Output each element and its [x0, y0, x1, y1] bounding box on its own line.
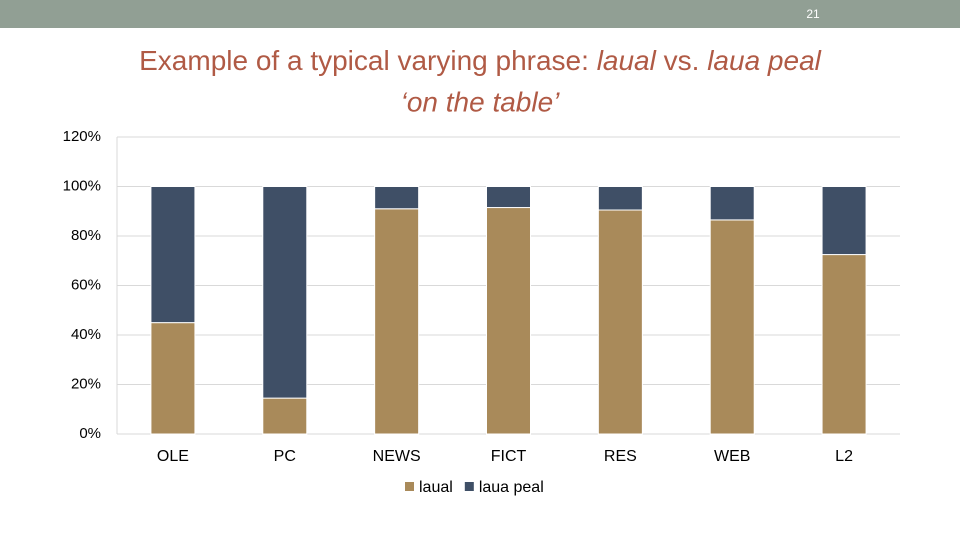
bar-segment	[709, 219, 755, 435]
title-text: vs.	[656, 45, 707, 76]
bar-segment	[150, 186, 196, 324]
y-tick-label: 100%	[63, 177, 101, 194]
bar-segment	[486, 207, 531, 435]
x-tick-label: OLE	[157, 448, 189, 465]
slide-title: ‘on the table’	[401, 86, 561, 117]
x-tick-label: RES	[604, 448, 637, 465]
bar-segment	[262, 186, 308, 399]
bar-segment	[821, 254, 867, 435]
bar-segment	[597, 186, 643, 211]
title-text: laual	[597, 45, 657, 76]
slide-number: 21	[806, 7, 820, 21]
bar-segment	[709, 186, 755, 221]
legend-label: laua peal	[479, 479, 544, 496]
y-tick-label: 60%	[71, 276, 101, 293]
x-tick-label: PC	[274, 448, 296, 465]
x-tick-label: WEB	[714, 448, 750, 465]
y-tick-label: 80%	[71, 227, 101, 244]
legend-swatch	[405, 482, 414, 491]
y-tick-label: 20%	[71, 375, 101, 392]
bar-segment	[821, 186, 867, 256]
legend-swatch	[464, 482, 474, 491]
bar-segment	[262, 397, 308, 435]
bar-segment	[374, 208, 420, 435]
bar-segment	[150, 322, 196, 435]
y-tick-label: 0%	[79, 425, 101, 442]
bar-segment	[374, 186, 420, 210]
slide-title: Example of a typical varying phrase: lau…	[139, 45, 822, 76]
legend-label: laual	[419, 479, 453, 496]
x-tick-label: NEWS	[373, 448, 421, 465]
top-bar	[0, 0, 960, 28]
x-tick-label: L2	[835, 448, 853, 465]
bar-segment	[597, 209, 643, 435]
title-text: laua peal	[707, 45, 821, 76]
y-tick-label: 40%	[71, 326, 101, 343]
x-tick-label: FICT	[491, 448, 527, 465]
title-text: Example of a typical varying phrase:	[139, 45, 597, 76]
y-tick-label: 120%	[63, 128, 101, 145]
bar-segment	[486, 186, 531, 209]
